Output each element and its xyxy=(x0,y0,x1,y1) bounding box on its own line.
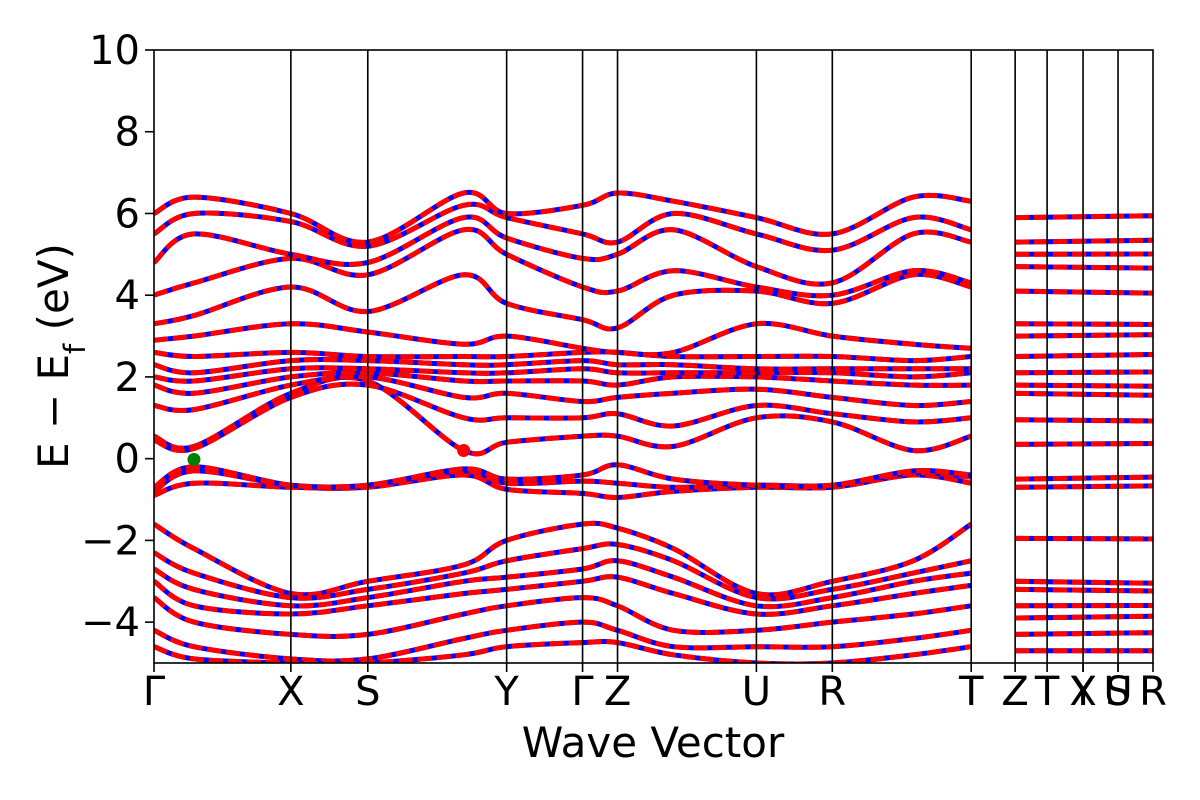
plot-frame xyxy=(153,49,1154,664)
bands-layer xyxy=(154,189,1153,663)
x-tick-label-6: U xyxy=(742,669,771,715)
band-edge-markers xyxy=(187,443,471,466)
band-12-spin-down xyxy=(154,226,972,299)
conduction-band-minimum-marker xyxy=(457,443,471,457)
band-4-spin-down xyxy=(154,381,972,453)
x-tick-label-4: Γ xyxy=(571,669,594,715)
y-axis-title-unit: (eV) xyxy=(29,243,78,344)
band-11-spin-up xyxy=(154,271,972,332)
x-tick-label-10: T xyxy=(1034,669,1060,715)
x-tick-label-12: X xyxy=(1069,669,1096,715)
y-axis-ticks: −4 −2 0 2 4 6 8 10 xyxy=(81,28,154,646)
x-tick-label-1: X xyxy=(277,669,304,715)
y-axis-title-subscript: f xyxy=(58,343,92,354)
flat-band-13-spin-down xyxy=(1015,369,1153,376)
x-tick-label-15: R xyxy=(1139,669,1167,715)
x-axis-title: Wave Vector xyxy=(522,718,785,767)
y-tick-label: 8 xyxy=(115,110,140,156)
x-axis-ticks: Γ X S Y Γ Z U R T Z T YX US R xyxy=(143,663,1167,715)
band-10-spin-down xyxy=(154,320,972,358)
y-tick-label: 2 xyxy=(115,355,140,401)
flat-band-6-spin-down xyxy=(1015,535,1153,542)
flat-band-8-spin-down xyxy=(1015,474,1153,482)
valence-band-maximum-marker xyxy=(187,452,201,466)
y-tick-label: 0 xyxy=(115,437,140,483)
flat-band-18-spin-down xyxy=(1015,264,1153,271)
y-tick-label: −2 xyxy=(81,518,140,564)
flat-band-11-spin-down xyxy=(1015,390,1153,398)
x-tick-label-14: S xyxy=(1105,669,1130,715)
flat-band-21-spin-down xyxy=(1015,213,1153,221)
kpoint-lines xyxy=(290,50,1119,663)
band-12-spin-up xyxy=(154,226,972,299)
y-tick-label: 10 xyxy=(89,28,140,74)
y-axis-title-main: E − E xyxy=(29,354,78,469)
flat-band-10-spin-down xyxy=(1015,417,1153,424)
x-tick-label-0: Γ xyxy=(143,669,166,715)
flat-band-4-spin-down xyxy=(1015,586,1153,594)
x-tick-label-8: T xyxy=(958,669,984,715)
flat-band-7-spin-down xyxy=(1015,483,1153,490)
flat-band-5-spin-down xyxy=(1015,578,1153,586)
y-tick-label: 6 xyxy=(115,191,140,237)
x-tick-label-9: Z xyxy=(1001,669,1028,715)
x-tick-label-2: S xyxy=(355,669,380,715)
y-tick-label: −4 xyxy=(81,600,140,646)
flat-band-9-spin-down xyxy=(1015,441,1153,447)
x-tick-label-7: R xyxy=(818,669,846,715)
y-axis-title: E − Ef (eV) xyxy=(29,243,92,469)
y-tick-label: 4 xyxy=(115,273,140,319)
flat-band-14-spin-down xyxy=(1015,352,1153,359)
flat-band-1-spin-down xyxy=(1015,630,1153,637)
x-tick-label-5: Z xyxy=(604,669,631,715)
x-tick-label-3: Y xyxy=(493,669,519,715)
flat-band-12-spin-down xyxy=(1015,382,1153,389)
flat-band-17-spin-down xyxy=(1015,288,1153,296)
flat-band-20-spin-down xyxy=(1015,237,1153,245)
x-tick-label-11: Y xyxy=(1070,669,1096,715)
flat-band-16-spin-down xyxy=(1015,321,1153,327)
flat-band-15-spin-down xyxy=(1015,332,1153,339)
x-tick-label-13: U xyxy=(1103,669,1132,715)
flat-band-2-spin-down xyxy=(1015,613,1153,621)
